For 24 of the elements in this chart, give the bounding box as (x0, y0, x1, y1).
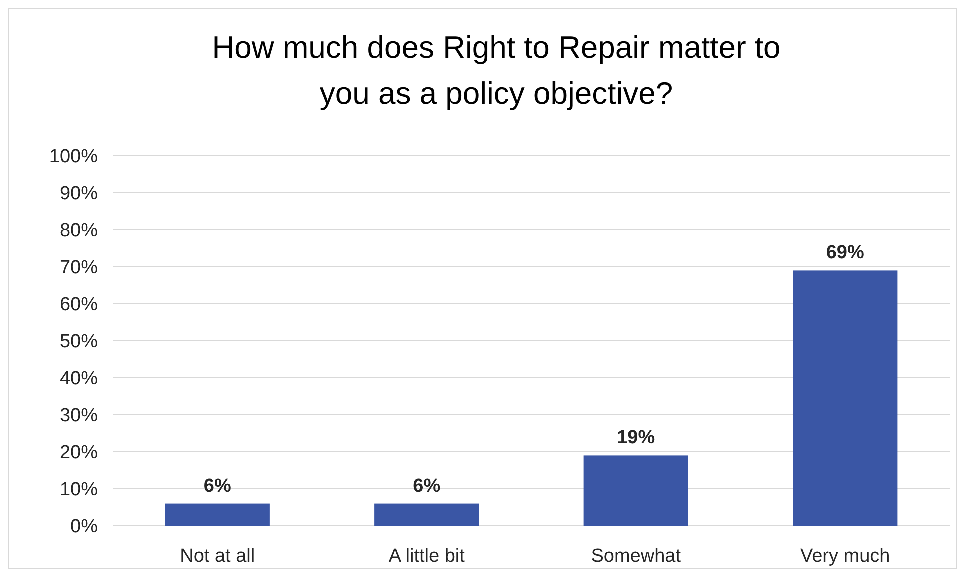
data-label: 69% (826, 242, 864, 264)
data-label: 6% (413, 476, 441, 497)
y-tick-label: 80% (60, 220, 98, 242)
y-tick-label: 0% (70, 516, 98, 538)
y-tick-label: 40% (60, 368, 98, 390)
bar (584, 456, 688, 526)
y-tick-label: 90% (60, 184, 98, 205)
y-tick-label: 20% (60, 442, 98, 464)
bar (374, 504, 480, 526)
bar (165, 504, 270, 526)
x-tick-label: Somewhat (591, 546, 682, 567)
data-label: 19% (617, 428, 656, 449)
y-tick-label: 50% (60, 332, 98, 353)
bar (793, 270, 898, 526)
y-tick-label: 30% (60, 406, 98, 427)
y-tick-label: 70% (60, 258, 98, 279)
y-tick-label: 100% (49, 146, 98, 168)
x-tick-label: A little bit (388, 546, 466, 567)
y-tick-label: 10% (60, 480, 98, 501)
x-tick-label: Very much (800, 546, 890, 567)
y-tick-label: 60% (60, 294, 98, 316)
data-label: 6% (204, 476, 232, 497)
chart-title: How much does Right to Repair matter to you as a policy objective? (212, 30, 781, 111)
x-tick-label: Not at all (180, 546, 256, 567)
